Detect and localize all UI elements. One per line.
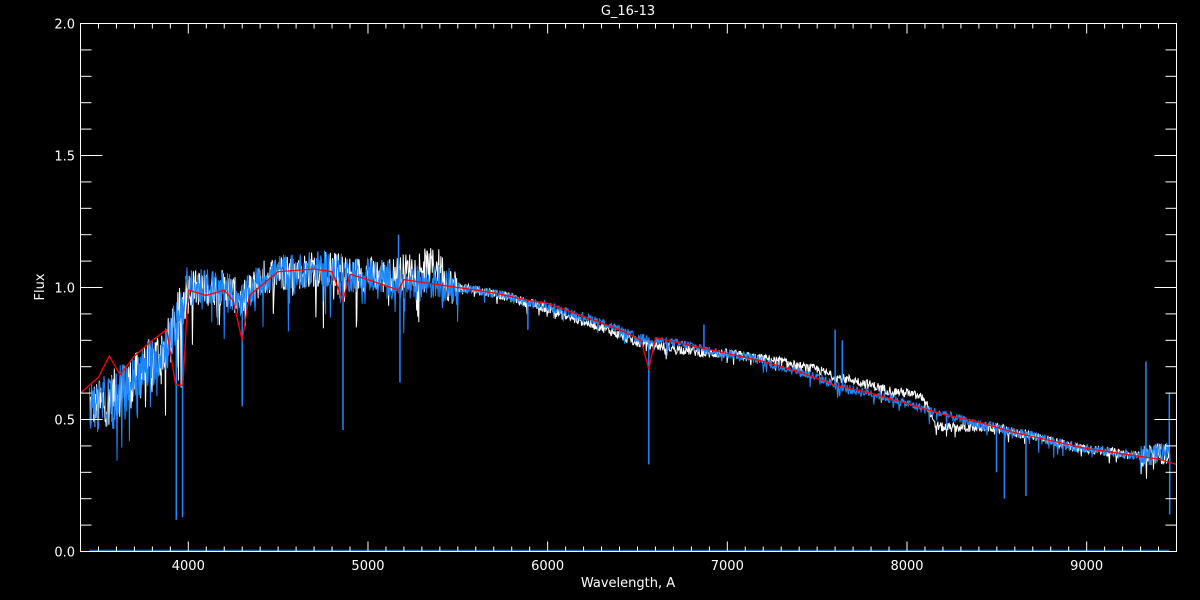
x-tick-label: 6000 bbox=[531, 559, 564, 574]
chart-title: G_16-13 bbox=[601, 4, 655, 19]
x-tick-label: 9000 bbox=[1070, 559, 1103, 574]
red-model-line bbox=[80, 268, 1177, 466]
x-tick-label: 8000 bbox=[890, 559, 923, 574]
blue-spectrum-line bbox=[89, 250, 1170, 470]
y-tick-label: 0.5 bbox=[54, 414, 75, 429]
y-tick-label: 1.5 bbox=[54, 150, 75, 165]
x-tick-label: 5000 bbox=[351, 559, 384, 574]
y-tick-label: 0.0 bbox=[54, 546, 75, 561]
x-tick-label: 4000 bbox=[172, 559, 205, 574]
x-axis-label: Wavelength, A bbox=[581, 576, 675, 591]
x-tick-label: 7000 bbox=[711, 559, 744, 574]
y-tick-label: 1.0 bbox=[54, 282, 75, 297]
tick-layer: 4000 5000 6000 7000 8000 9000 0.0 0.5 1.0 1.5 2.0 bbox=[54, 18, 1177, 574]
y-tick-label: 2.0 bbox=[54, 18, 75, 33]
series-layer bbox=[80, 234, 1177, 551]
y-axis-label: Flux bbox=[33, 273, 48, 300]
